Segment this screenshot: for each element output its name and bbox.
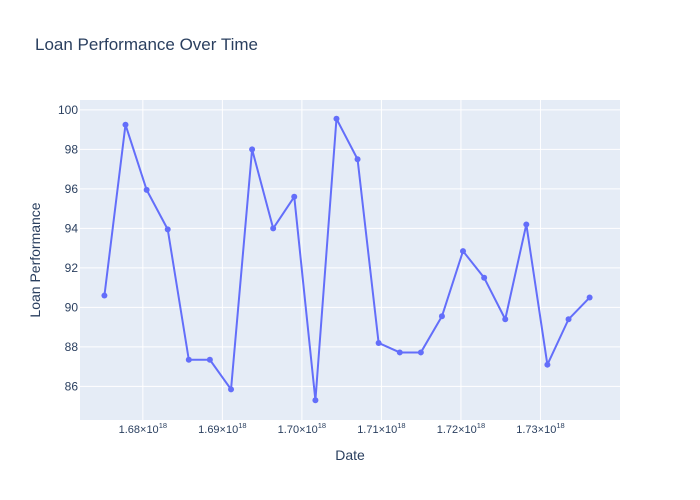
x-tick-label: 1.69×1018 bbox=[198, 421, 246, 436]
data-point[interactable] bbox=[544, 361, 551, 368]
data-point[interactable] bbox=[333, 115, 340, 122]
x-tick-label: 1.68×1018 bbox=[119, 421, 167, 436]
data-point[interactable] bbox=[164, 226, 171, 233]
y-tick-label: 86 bbox=[65, 379, 79, 393]
data-point[interactable] bbox=[312, 397, 319, 404]
data-point[interactable] bbox=[206, 356, 213, 363]
data-point[interactable] bbox=[565, 316, 572, 323]
data-point[interactable] bbox=[354, 156, 361, 163]
x-tick-label: 1.72×1018 bbox=[437, 421, 485, 436]
y-tick-label: 98 bbox=[65, 142, 79, 156]
y-tick-label: 88 bbox=[65, 340, 79, 354]
data-point[interactable] bbox=[185, 356, 192, 363]
x-axis-title: Date bbox=[335, 447, 365, 463]
x-tick-label: 1.70×1018 bbox=[278, 421, 326, 436]
data-point[interactable] bbox=[396, 349, 403, 356]
y-tick-label: 100 bbox=[58, 103, 78, 117]
data-point[interactable] bbox=[228, 386, 235, 393]
x-tick-label: 1.73×1018 bbox=[516, 421, 564, 436]
x-axis-ticks: 1.68×1018 1.69×1018 1.70×1018 1.71×1018 1.72… bbox=[119, 421, 565, 436]
chart-title: Loan Performance Over Time bbox=[35, 35, 258, 54]
y-axis-title: Loan Performance bbox=[27, 202, 43, 317]
y-tick-label: 94 bbox=[65, 221, 79, 235]
y-axis-ticks: 86 88 90 92 94 96 98 100 bbox=[58, 103, 78, 394]
series-line bbox=[103, 117, 591, 402]
data-point[interactable] bbox=[143, 186, 150, 193]
series-layer bbox=[101, 115, 593, 404]
data-point[interactable] bbox=[249, 146, 256, 153]
plot-background bbox=[80, 100, 620, 420]
data-point[interactable] bbox=[523, 221, 530, 228]
y-tick-label: 96 bbox=[65, 182, 79, 196]
data-point[interactable] bbox=[438, 313, 445, 320]
y-tick-label: 92 bbox=[65, 261, 79, 275]
data-point[interactable] bbox=[481, 274, 488, 281]
data-point[interactable] bbox=[101, 292, 108, 299]
x-tick-label: 1.71×1018 bbox=[357, 421, 405, 436]
y-tick-label: 90 bbox=[65, 300, 79, 314]
data-point[interactable] bbox=[502, 316, 509, 323]
data-point[interactable] bbox=[460, 248, 467, 255]
data-point[interactable] bbox=[375, 339, 382, 346]
data-point[interactable] bbox=[291, 193, 298, 200]
data-point[interactable] bbox=[417, 349, 424, 356]
data-point[interactable] bbox=[270, 225, 277, 232]
data-point[interactable] bbox=[586, 294, 593, 301]
data-point[interactable] bbox=[122, 121, 129, 128]
